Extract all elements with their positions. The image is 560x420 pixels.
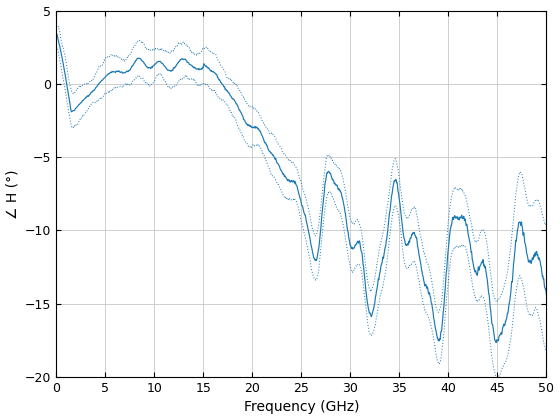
Y-axis label: ∠ H (°): ∠ H (°) (6, 169, 20, 218)
X-axis label: Frequency (GHz): Frequency (GHz) (244, 400, 359, 415)
